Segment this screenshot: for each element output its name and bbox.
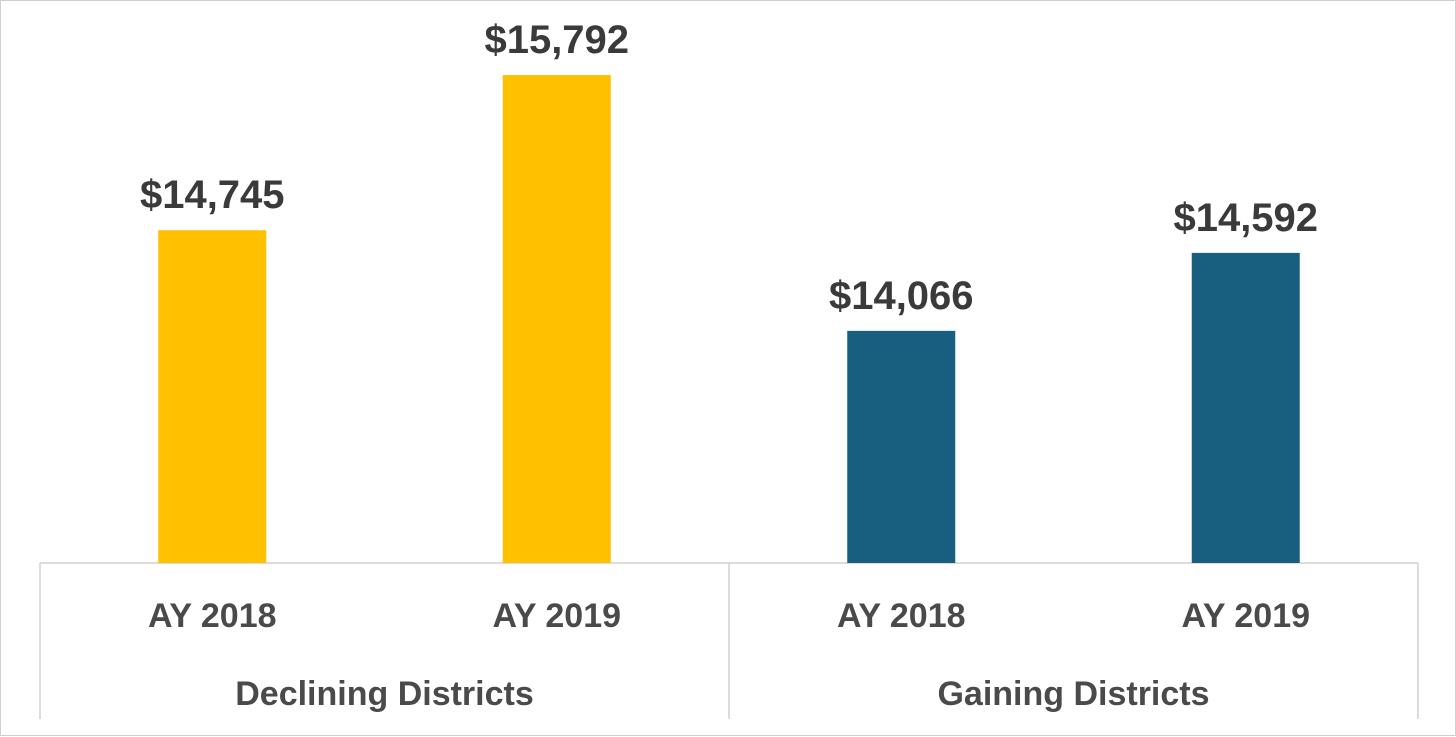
data-label: $14,066 (829, 274, 974, 318)
axis-layer (39, 562, 1419, 719)
labels-layer: $14,745 AY 2018 $15,792 AY 2019 Declining Di… (140, 18, 1318, 713)
bar (847, 330, 956, 563)
data-label: $14,592 (1173, 196, 1318, 240)
x-tick-label: AY 2018 (837, 597, 966, 635)
group-label: Gaining Districts (937, 675, 1209, 713)
group-label: Declining Districts (235, 675, 534, 713)
x-tick-label: AY 2018 (148, 597, 277, 635)
bar (502, 75, 611, 563)
bars-layer (158, 75, 1300, 563)
bar (158, 230, 267, 563)
data-label: $14,745 (140, 173, 285, 217)
x-tick-label: AY 2019 (492, 597, 621, 635)
x-tick-label: AY 2019 (1181, 597, 1310, 635)
data-label: $15,792 (484, 18, 629, 62)
bar (1191, 252, 1300, 563)
